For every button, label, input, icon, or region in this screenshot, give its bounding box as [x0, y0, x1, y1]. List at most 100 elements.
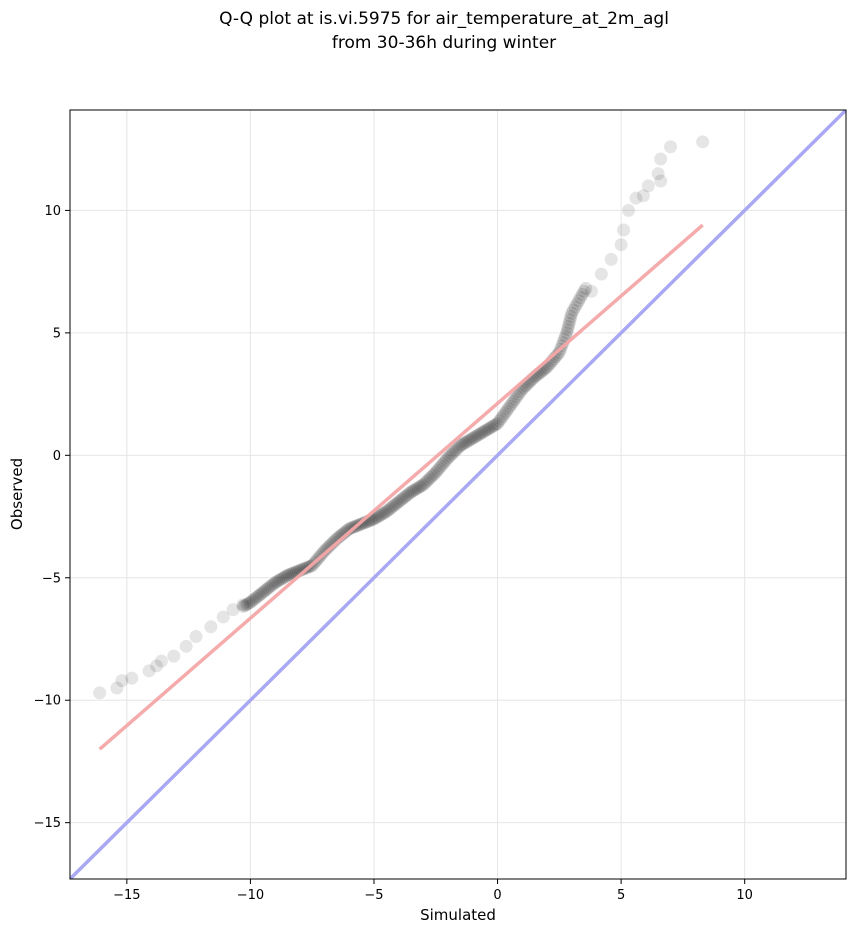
x-tick-label-0: −15: [113, 888, 140, 903]
qq-point-122: [452, 440, 466, 454]
scatter-points: [93, 135, 710, 700]
qq-point-106: [423, 471, 437, 485]
qq-point-114: [438, 455, 452, 469]
qq-point-16: [265, 578, 279, 592]
qq-point-153: [506, 394, 520, 408]
qq-tail-point-23: [654, 174, 668, 188]
qq-tail-point-0: [93, 686, 107, 700]
qq-point-78: [374, 508, 388, 522]
qq-point-179: [552, 345, 566, 359]
qq-point-138: [480, 423, 494, 437]
qq-point-194: [570, 297, 584, 311]
qq-point-196: [574, 291, 588, 305]
x-axis-label: Simulated: [420, 906, 496, 924]
x-tick-label-3: 0: [493, 888, 501, 903]
qq-tail-point-18: [617, 223, 631, 237]
qq-point-109: [429, 465, 443, 479]
qq-point-7: [249, 591, 263, 605]
qq-point-14: [261, 581, 275, 595]
qq-point-151: [503, 399, 517, 413]
qq-tail-point-17: [614, 238, 628, 252]
qq-point-105: [422, 472, 436, 486]
qq-point-129: [464, 432, 478, 446]
qq-point-121: [450, 442, 464, 456]
y-axis-label: Observed: [8, 458, 26, 530]
qq-point-143: [489, 418, 503, 432]
qq-point-149: [499, 404, 513, 418]
qq-point-193: [568, 300, 582, 314]
qq-point-13: [259, 583, 273, 597]
qq-point-135: [475, 426, 489, 440]
qq-tail-point-26: [664, 140, 678, 154]
qq-point-77: [372, 509, 386, 523]
qq-point-119: [446, 446, 460, 460]
y-axis-ticks: −15 −10 −5 0 5 10: [34, 204, 70, 831]
qq-point-101: [415, 479, 429, 493]
qq-tail-point-9: [189, 630, 203, 644]
qq-tail-point-7: [167, 649, 181, 663]
qq-tail-point-6: [154, 654, 168, 668]
qq-point-152: [505, 397, 519, 411]
qq-point-136: [476, 425, 490, 439]
qq-point-91: [397, 491, 411, 505]
identity-line-group: [70, 110, 846, 879]
qq-point-83: [383, 502, 397, 516]
qq-point-24: [279, 569, 293, 583]
chart-title-line-1: Q-Q plot at is.vi.5975 for air_temperatu…: [219, 9, 669, 29]
qq-point-10: [254, 587, 268, 601]
qq-point-146: [494, 412, 508, 426]
qq-point-155: [510, 390, 524, 404]
qq-point-141: [485, 420, 499, 434]
qq-tail-point-13: [236, 598, 250, 612]
y-tick-label-2: −5: [42, 571, 61, 586]
qq-point-1: [238, 598, 252, 612]
qq-point-192: [566, 303, 580, 317]
qq-tail-point-25: [654, 152, 668, 166]
x-tick-label-4: 5: [617, 888, 625, 903]
qq-point-148: [498, 407, 512, 421]
qq-point-99: [411, 481, 425, 495]
qq-point-47: [319, 542, 333, 556]
qq-point-108: [427, 467, 441, 481]
qq-tail-point-24: [651, 167, 665, 181]
qq-point-127: [461, 434, 475, 448]
qq-tail-point-2: [115, 674, 129, 688]
qq-tail-point-5: [149, 659, 163, 673]
qq-point-186: [561, 323, 575, 337]
qq-point-80: [378, 506, 392, 520]
qq-point-84: [385, 500, 399, 514]
qq-point-100: [413, 480, 427, 494]
qq-point-86: [388, 498, 402, 512]
qq-tail-point-16: [604, 252, 618, 266]
qq-point-132: [469, 429, 483, 443]
qq-point-197: [575, 287, 589, 301]
qq-point-195: [572, 294, 586, 308]
qq-point-6: [247, 592, 261, 606]
qq-point-189: [563, 313, 577, 327]
qq-point-178: [551, 348, 565, 362]
qq-point-117: [443, 449, 457, 463]
qq-tail-point-27: [696, 135, 710, 149]
qq-point-199: [579, 281, 593, 295]
qq-point-154: [508, 392, 522, 406]
qq-point-156: [512, 387, 526, 401]
qq-point-5: [245, 594, 259, 608]
qq-point-185: [560, 326, 574, 340]
qq-point-103: [418, 476, 432, 490]
qq-point-19: [270, 575, 284, 589]
identity-line: [70, 110, 846, 879]
qq-point-85: [386, 499, 400, 513]
qq-point-102: [416, 478, 430, 492]
qq-point-188: [562, 316, 576, 330]
qq-point-15: [263, 580, 277, 594]
qq-point-76: [371, 510, 385, 524]
x-tick-label-5: 10: [736, 888, 753, 903]
qq-point-22: [275, 571, 289, 585]
qq-point-96: [406, 484, 420, 498]
qq-tail-point-3: [125, 671, 139, 685]
qq-point-2: [240, 597, 254, 611]
qq-point-187: [561, 319, 575, 333]
qq-point-21: [273, 573, 287, 587]
qq-point-123: [453, 439, 467, 453]
